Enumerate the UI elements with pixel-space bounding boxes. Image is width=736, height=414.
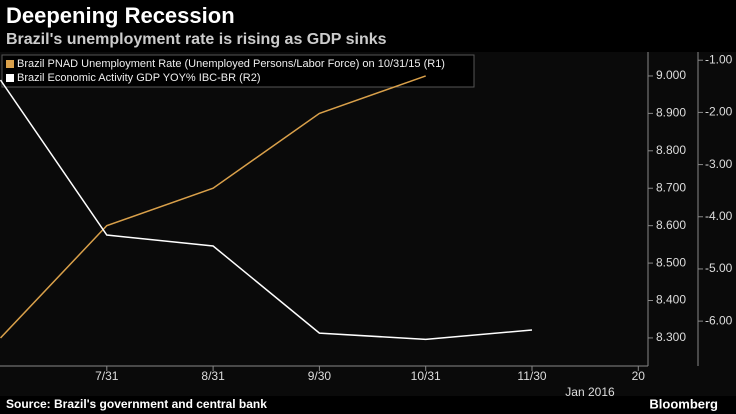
x-tick-label: 10/31 [411,369,441,383]
y2-tick-label: -4.00 [705,209,733,223]
legend-label: Brazil Economic Activity GDP YOY% IBC-BR… [17,72,261,84]
x-tick-label: 7/31 [95,369,119,383]
y-tick-label: 8.900 [656,106,686,120]
chart-subtitle: Brazil's unemployment rate is rising as … [6,31,387,48]
y2-tick-label: -1.00 [705,52,733,66]
brand: Bloomberg [649,396,718,411]
y-tick-label: 8.400 [656,293,686,307]
y-tick-label: 8.700 [656,180,686,194]
y-tick-label: 9.000 [656,68,686,82]
x-tick-label: 20 [632,369,646,383]
y2-tick-label: -6.00 [705,313,733,327]
legend-label: Brazil PNAD Unemployment Rate (Unemploye… [17,58,445,70]
series-line [0,75,426,339]
source: Source: Brazil's government and central … [6,397,267,411]
legend-swatch [6,74,14,82]
series-line [0,79,533,341]
chart-title: Deepening Recession [6,3,235,28]
x-tick-label: 8/31 [201,369,225,383]
legend [1,54,475,88]
y2-tick-label: -2.00 [705,105,733,119]
x-tick-label: 11/30 [517,369,546,383]
y-tick-label: 8.600 [656,218,686,232]
y-tick-label: 8.500 [656,255,686,269]
y-tick-label: 8.300 [656,330,686,344]
y-tick-label: 8.800 [656,143,686,157]
plot-background [0,52,736,396]
x-tick-label: 9/30 [308,369,332,383]
y2-tick-label: -5.00 [705,261,733,275]
x-annotation: Jan 2016 [565,385,615,399]
y2-tick-label: -3.00 [705,157,733,171]
legend-swatch [6,60,14,68]
